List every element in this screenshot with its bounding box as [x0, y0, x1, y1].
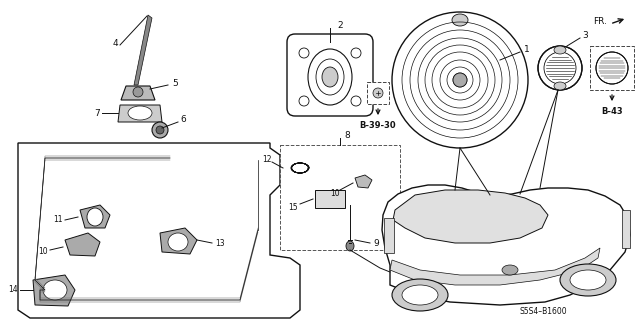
Bar — [384, 218, 394, 253]
Text: B-39-30: B-39-30 — [360, 122, 396, 130]
Text: 8: 8 — [344, 130, 350, 139]
Polygon shape — [382, 185, 630, 305]
Polygon shape — [134, 15, 152, 85]
Polygon shape — [390, 248, 600, 285]
Polygon shape — [33, 275, 75, 306]
Text: 14: 14 — [8, 286, 18, 294]
Text: 12: 12 — [262, 154, 272, 164]
Ellipse shape — [299, 48, 309, 58]
Bar — [367, 82, 389, 104]
Polygon shape — [80, 205, 110, 228]
Bar — [590, 46, 634, 90]
Text: 11: 11 — [53, 216, 63, 225]
Text: 9: 9 — [373, 239, 379, 248]
Ellipse shape — [392, 279, 448, 311]
Text: 2: 2 — [337, 20, 343, 29]
Ellipse shape — [538, 46, 582, 90]
Ellipse shape — [373, 88, 383, 98]
Ellipse shape — [544, 52, 576, 84]
Polygon shape — [121, 86, 155, 100]
Text: B-43: B-43 — [601, 108, 623, 116]
Ellipse shape — [570, 270, 606, 290]
Ellipse shape — [554, 82, 566, 90]
Text: 15: 15 — [288, 203, 298, 211]
Ellipse shape — [168, 233, 188, 251]
Ellipse shape — [299, 96, 309, 106]
Text: 5: 5 — [172, 78, 178, 87]
Ellipse shape — [87, 208, 103, 226]
Ellipse shape — [554, 46, 566, 54]
Text: 6: 6 — [180, 115, 186, 124]
Polygon shape — [118, 105, 162, 122]
Bar — [622, 210, 630, 248]
Ellipse shape — [453, 73, 467, 87]
Bar — [280, 145, 400, 250]
Ellipse shape — [452, 14, 468, 26]
Ellipse shape — [152, 122, 168, 138]
Ellipse shape — [351, 96, 361, 106]
Ellipse shape — [596, 52, 628, 84]
Text: 10: 10 — [330, 189, 340, 197]
FancyBboxPatch shape — [287, 34, 373, 116]
Text: 3: 3 — [582, 32, 588, 41]
Text: 7: 7 — [94, 108, 100, 117]
Ellipse shape — [128, 106, 152, 120]
Polygon shape — [355, 175, 372, 188]
Ellipse shape — [43, 280, 67, 300]
Ellipse shape — [156, 126, 164, 134]
Ellipse shape — [392, 12, 528, 148]
Bar — [315, 190, 345, 208]
Text: S5S4–B1600: S5S4–B1600 — [519, 308, 567, 316]
Text: FR.: FR. — [593, 18, 607, 26]
Ellipse shape — [316, 59, 344, 95]
Text: 4: 4 — [112, 39, 118, 48]
Ellipse shape — [402, 285, 438, 305]
Polygon shape — [65, 233, 100, 256]
Ellipse shape — [133, 87, 143, 97]
Polygon shape — [393, 190, 548, 243]
Text: 1: 1 — [524, 46, 530, 55]
Text: 13: 13 — [215, 239, 225, 248]
Ellipse shape — [308, 49, 352, 105]
Text: 10: 10 — [38, 248, 48, 256]
Ellipse shape — [351, 48, 361, 58]
Ellipse shape — [346, 241, 354, 251]
Ellipse shape — [560, 264, 616, 296]
Ellipse shape — [322, 67, 338, 87]
Polygon shape — [160, 228, 197, 254]
Ellipse shape — [502, 265, 518, 275]
Polygon shape — [18, 143, 300, 318]
